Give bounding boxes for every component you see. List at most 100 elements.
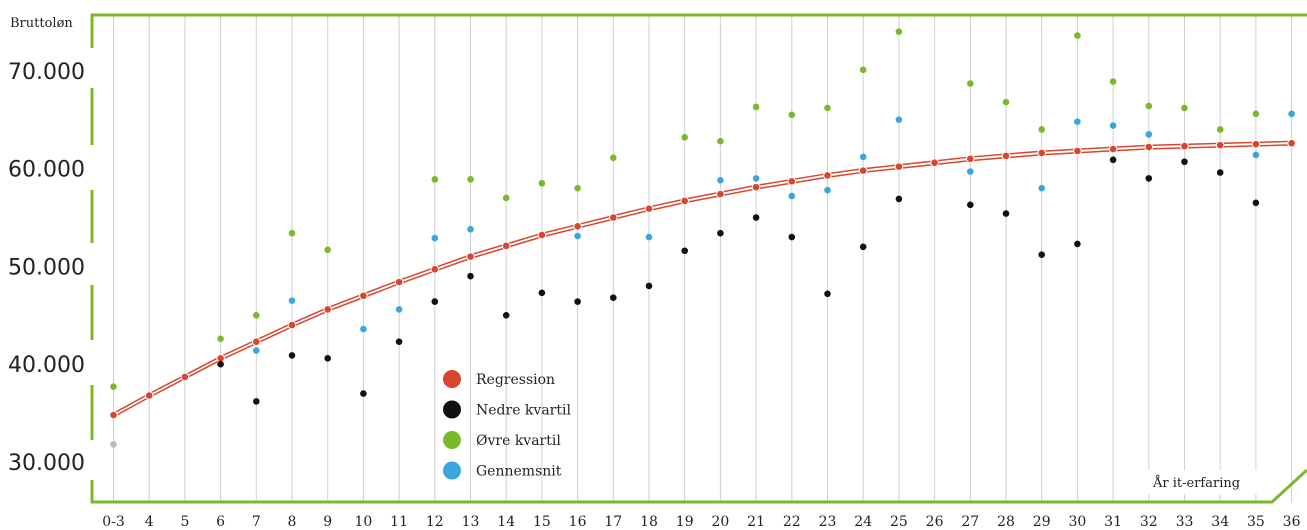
regression-point-32 bbox=[1144, 142, 1154, 152]
regression-point-31 bbox=[1108, 144, 1118, 154]
gennemsnit-point-25 bbox=[895, 116, 903, 123]
x-tick-label: 35 bbox=[1247, 514, 1265, 530]
regression-point-4 bbox=[144, 391, 154, 400]
x-tick-label: 17 bbox=[604, 514, 622, 530]
gennemsnit-point-22 bbox=[788, 192, 796, 200]
ovre-point-21 bbox=[752, 103, 760, 111]
gennemsnit-point-21 bbox=[752, 175, 760, 182]
x-tick-label: 29 bbox=[1033, 514, 1051, 530]
ovre-point-0-3 bbox=[110, 383, 117, 390]
nedre-point-20 bbox=[717, 229, 724, 237]
grid-lines bbox=[113, 14, 1293, 502]
x-tick-label: 32 bbox=[1140, 514, 1158, 530]
regression-point-25 bbox=[894, 162, 904, 171]
regression-point-22 bbox=[787, 177, 797, 186]
regression-point-27 bbox=[966, 154, 975, 164]
gennemsnit-point-23 bbox=[824, 186, 831, 194]
legend-swatch-ovre bbox=[443, 431, 461, 449]
x-tick-label: 6 bbox=[216, 514, 225, 530]
regression-point-9 bbox=[323, 305, 333, 314]
nedre-point-27 bbox=[967, 201, 974, 209]
regression-point-20 bbox=[716, 189, 725, 199]
nedre-point-21 bbox=[752, 214, 760, 221]
x-tick-label: 11 bbox=[390, 514, 408, 530]
regression-point-35 bbox=[1251, 139, 1261, 149]
nedre-point-6 bbox=[217, 360, 224, 368]
ovre-point-31 bbox=[1109, 78, 1117, 85]
ovre-point-12 bbox=[431, 176, 439, 183]
ovre-point-6 bbox=[217, 335, 224, 343]
regression-point-34 bbox=[1215, 140, 1225, 150]
regression-upper-line bbox=[113, 140, 1292, 414]
x-tick-label: 9 bbox=[323, 514, 332, 530]
ovre-point-29 bbox=[1038, 126, 1045, 133]
legend-label-nedre: Nedre kvartil bbox=[476, 403, 571, 419]
nedre-point-9 bbox=[324, 355, 332, 362]
x-tick-label: 0-3 bbox=[102, 514, 125, 530]
ovre-point-15 bbox=[538, 179, 546, 187]
nedre-point-25 bbox=[895, 195, 903, 203]
nedre-point-31 bbox=[1109, 156, 1117, 164]
regression-point-15 bbox=[537, 230, 547, 240]
regression-point-14 bbox=[501, 241, 511, 251]
y-tick-label: 60.000 bbox=[8, 158, 85, 183]
x-tick-label: 31 bbox=[1104, 514, 1122, 530]
regression-point-26 bbox=[930, 158, 939, 168]
x-tick-label: 14 bbox=[497, 514, 515, 530]
nedre-point-7 bbox=[252, 398, 260, 405]
ovre-point-13 bbox=[467, 176, 474, 183]
legend-swatch-gennemsnit bbox=[443, 461, 461, 480]
ovre-point-22 bbox=[788, 111, 796, 119]
y-axis-label: Bruttoløn bbox=[10, 16, 73, 31]
x-tick-label: 33 bbox=[1176, 514, 1194, 530]
nedre-point-30 bbox=[1074, 240, 1081, 248]
x-tick-label: 12 bbox=[426, 514, 444, 530]
x-tick-label: 5 bbox=[180, 514, 189, 530]
regression-point-33 bbox=[1180, 141, 1189, 151]
gennemsnit-point-27 bbox=[967, 168, 974, 175]
regression-point-21 bbox=[751, 182, 761, 192]
y-tick-label: 40.000 bbox=[8, 353, 85, 378]
legend-label-ovre: Øvre kvartil bbox=[476, 433, 561, 449]
nedre-point-23 bbox=[824, 290, 831, 298]
gennemsnit-point-32 bbox=[1145, 131, 1153, 138]
regression-point-7 bbox=[251, 337, 261, 347]
nedre-point-12 bbox=[431, 298, 439, 305]
gennemsnit-point-29 bbox=[1038, 184, 1045, 192]
x-tick-label: 15 bbox=[533, 514, 551, 530]
x-tick-label: 13 bbox=[462, 514, 480, 530]
ovre-point-35 bbox=[1252, 110, 1260, 118]
x-axis-ticks: 0-3 4 5 6 7 8 9 10 11 12 13 14 15 16 17 18 19 20 21 22 23 24 2… bbox=[102, 514, 1300, 530]
x-tick-label: 22 bbox=[783, 514, 801, 530]
regression-point-19 bbox=[680, 196, 690, 206]
gennemsnit-point-11 bbox=[395, 306, 403, 313]
x-tick-label: 8 bbox=[288, 514, 297, 530]
nedre-point-16 bbox=[574, 298, 581, 305]
regression-point-5 bbox=[180, 372, 190, 382]
gennemsnit-point-7 bbox=[252, 347, 260, 354]
regression-point-16 bbox=[573, 222, 582, 231]
gennemsnit-point-31 bbox=[1109, 122, 1117, 129]
y-tick-label: 70.000 bbox=[8, 60, 85, 85]
regression-point-18 bbox=[644, 204, 654, 213]
frame-bottom bbox=[90, 468, 1307, 504]
ovre-point-23 bbox=[824, 104, 831, 112]
frame-top bbox=[90, 13, 1307, 48]
legend-swatch-regression bbox=[443, 370, 461, 388]
regression-line bbox=[113, 140, 1292, 418]
gennemsnit-point-8 bbox=[288, 297, 296, 304]
x-tick-label: 36 bbox=[1283, 514, 1301, 530]
regression-point-36 bbox=[1287, 138, 1296, 148]
nedre-point-15 bbox=[538, 289, 546, 297]
x-tick-label: 4 bbox=[145, 514, 154, 530]
nedre-point-35 bbox=[1252, 199, 1260, 207]
x-tick-label: 21 bbox=[747, 514, 765, 530]
ovre-point-27 bbox=[967, 80, 974, 87]
x-tick-label: 19 bbox=[676, 514, 694, 530]
x-tick-label: 26 bbox=[926, 514, 944, 530]
nedre-point-34 bbox=[1216, 169, 1224, 176]
ovre-point-8 bbox=[288, 229, 296, 237]
x-tick-label: 10 bbox=[354, 514, 372, 530]
x-tick-label: 20 bbox=[711, 514, 729, 530]
gennemsnit-point-16 bbox=[574, 232, 581, 240]
